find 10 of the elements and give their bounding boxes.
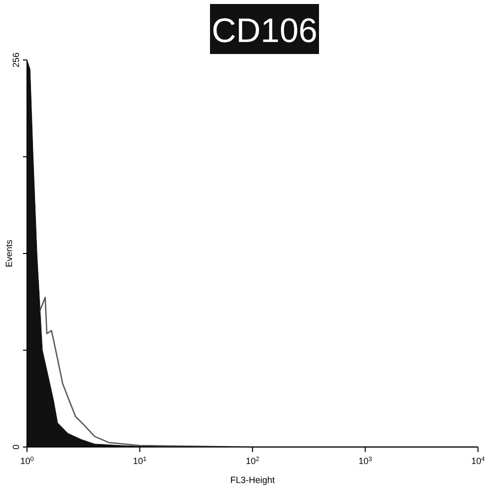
x-axis-title: FL3-Height <box>230 475 276 485</box>
x-tick-label: 10$^{2}$ <box>246 456 260 466</box>
x-tick-label: 10$^{4}$ <box>471 456 485 466</box>
y-tick-label: 0 <box>11 444 21 450</box>
x-tick-label: 10$^{3}$ <box>358 456 372 466</box>
y-tick-label: 256 <box>11 52 21 68</box>
chart-title: CD106 <box>212 12 318 50</box>
x-tick-label: 10$^{1}$ <box>132 456 147 466</box>
x-tick-label: 10$^{0}$ <box>20 456 34 466</box>
y-axis-title: Events <box>4 239 14 268</box>
